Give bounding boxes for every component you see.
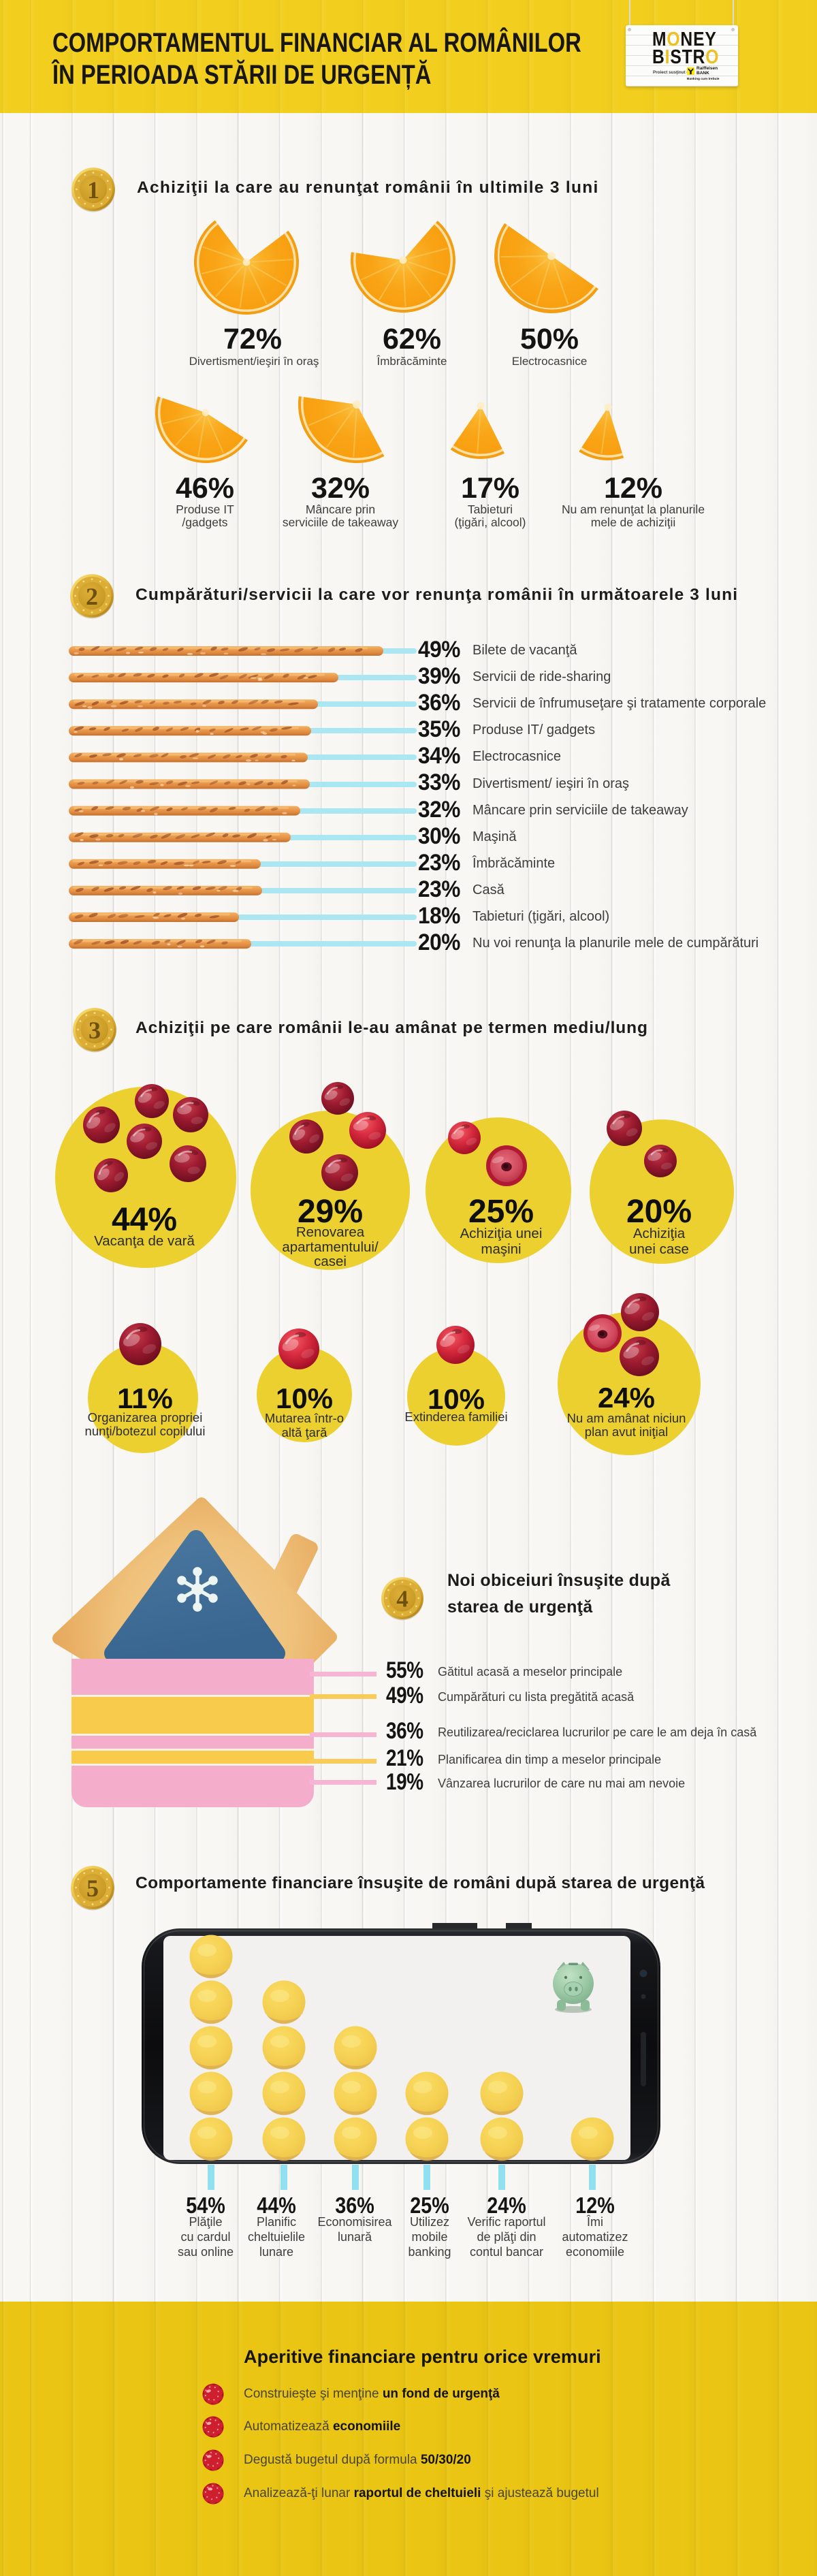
svg-text:2: 2 bbox=[86, 583, 98, 610]
svg-text:5: 5 bbox=[86, 1875, 99, 1902]
svg-text:3: 3 bbox=[89, 1017, 101, 1044]
svg-text:1: 1 bbox=[87, 176, 99, 204]
svg-text:4: 4 bbox=[396, 1585, 408, 1612]
